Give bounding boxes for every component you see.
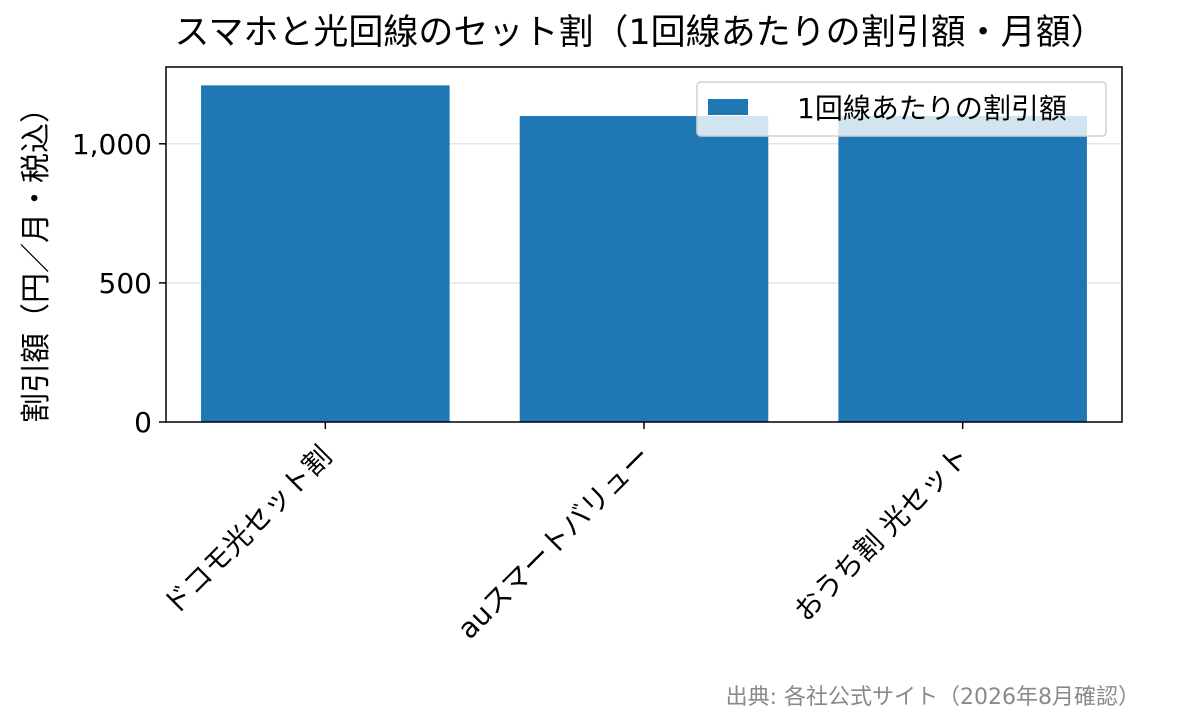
bar-group — [201, 85, 1087, 423]
source-note: 出典: 各社公式サイト（2026年8月確認） — [726, 685, 1140, 710]
legend-swatch — [708, 99, 748, 115]
bar — [838, 115, 1087, 422]
y-tick-label: 1,000 — [72, 128, 152, 161]
legend: 1回線あたりの割引額 — [696, 81, 1107, 137]
bar — [519, 115, 769, 422]
legend-frame — [696, 81, 1107, 137]
y-tick-label: 0 — [134, 406, 152, 439]
y-axis: 0 500 1,000 — [72, 128, 166, 439]
chart-title: スマホと光回線のセット割（1回線あたりの割引額・月額） — [174, 13, 1105, 53]
y-axis-label: 割引額（円／月・税込） — [19, 93, 54, 423]
bar — [201, 85, 450, 423]
legend-label: 1回線あたりの割引額 — [797, 92, 1067, 125]
y-tick-label: 500 — [99, 267, 152, 300]
